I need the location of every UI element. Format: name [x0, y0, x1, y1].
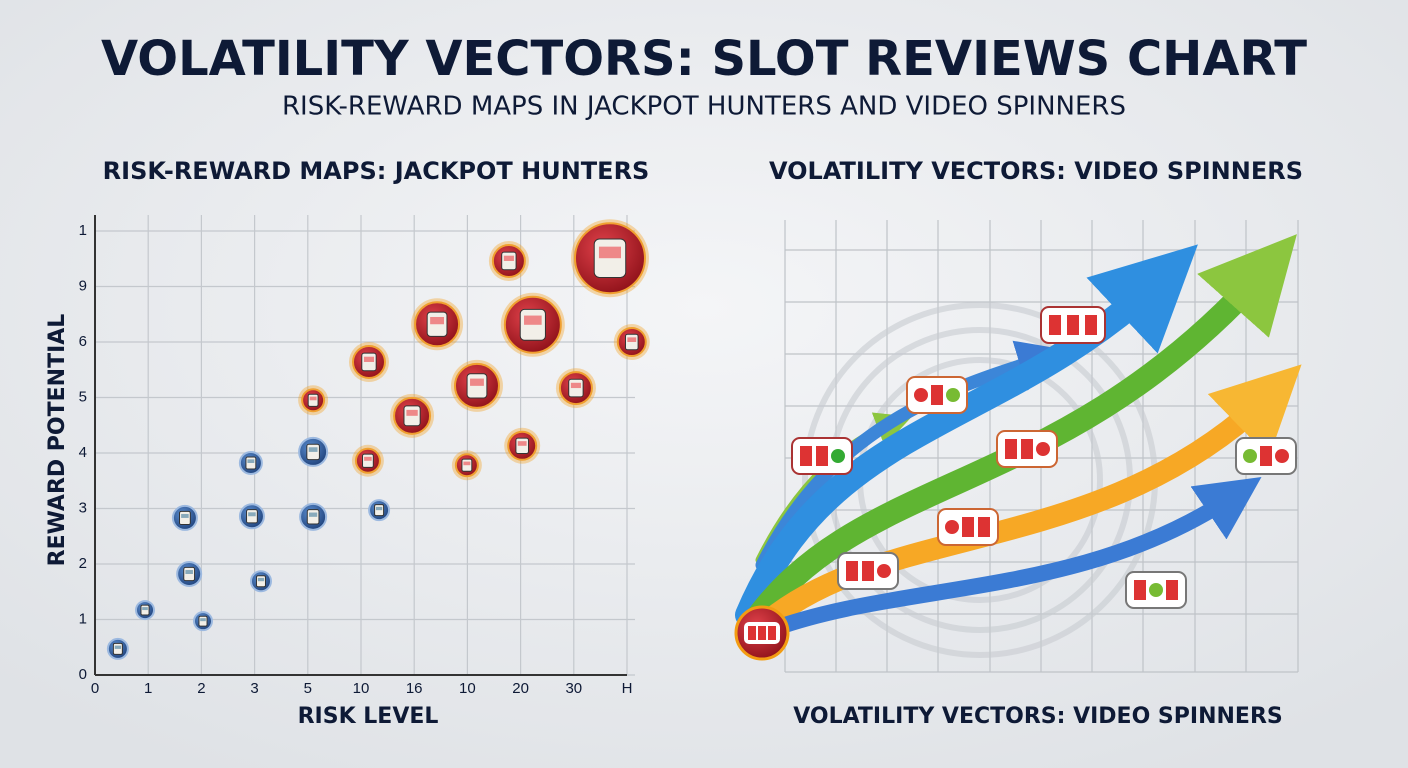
slot-icon-screen: [257, 577, 265, 582]
y-tick-label: 9: [79, 277, 87, 294]
slot-icon-screen: [470, 378, 484, 386]
slot-icon-screen: [308, 447, 318, 452]
scatter-plot: 0 1 2 3 5 10 16 10 20 30 H 0 1 2 3 4 5 6 9 1: [79, 215, 650, 697]
x-tick-label: 10: [353, 680, 370, 697]
slot-icon-screen: [463, 461, 471, 466]
chart-title: RISK-REWARD MAPS: JACKPOT HUNTERS: [103, 157, 650, 185]
slot-icon-screen: [181, 513, 189, 518]
slot-icon: [461, 458, 473, 472]
slot-icon-screen: [375, 506, 383, 511]
x-tick-label: 2: [197, 680, 205, 697]
y-tick-label: 1: [79, 610, 87, 627]
x-tick-label: 3: [250, 680, 258, 697]
x-tick-label: H: [622, 680, 633, 697]
slot-icon-screen: [364, 456, 372, 461]
slot-icon: [362, 453, 374, 468]
slot-icon-screen: [309, 512, 318, 517]
y-tick-label: 0: [79, 666, 87, 683]
slot-icon: [307, 393, 319, 407]
slot-icon-screen: [309, 396, 317, 401]
x-tick-label: 30: [565, 680, 582, 697]
slot-icon-screen: [406, 409, 418, 416]
slot-icon: [198, 615, 208, 627]
slot-icon-screen: [430, 316, 445, 325]
page-title: VOLATILITY VECTORS: SLOT REVIEWS CHART: [101, 31, 1307, 87]
slot-icon-screen: [517, 441, 527, 446]
slot-icon-screen: [524, 315, 542, 325]
slot-icon-screen: [598, 246, 622, 259]
x-tick-label: 1: [144, 680, 152, 697]
slot-icon-screen: [247, 459, 255, 463]
slot-icon-screen: [363, 356, 375, 362]
y-tick-label: 5: [79, 388, 87, 405]
chart-title: VOLATILITY VECTORS: VIDEO SPINNERS: [769, 157, 1303, 185]
slot-icon-screen: [200, 618, 206, 622]
page-subtitle: RISK-REWARD MAPS IN JACKPOT HUNTERS AND …: [282, 92, 1126, 122]
y-axis-label: REWARD POTENTIAL: [45, 314, 70, 567]
slot-icon-screen: [142, 607, 148, 611]
vector-plot: [734, 220, 1302, 673]
slot-icon-screen: [570, 382, 581, 389]
slot-icon: [374, 504, 385, 517]
y-tick-label: 2: [79, 555, 87, 572]
reel-icons: [734, 306, 1297, 661]
slot-icon-screen: [503, 255, 514, 261]
slot-icon-screen: [185, 570, 193, 574]
slot-icon: [140, 604, 150, 616]
x-tick-label: 16: [406, 680, 423, 697]
y-tick-label: 3: [79, 499, 87, 516]
slot-icon: [306, 443, 320, 461]
x-axis-label: RISK LEVEL: [298, 704, 439, 729]
x-tick-label: 5: [304, 680, 312, 697]
slot-icon-screen: [627, 337, 637, 342]
x-axis-label: VOLATILITY VECTORS: VIDEO SPINNERS: [793, 704, 1282, 729]
y-tick-label: 4: [79, 444, 87, 461]
y-tick-label: 1: [79, 222, 87, 239]
x-tick-label: 0: [91, 680, 99, 697]
slot-icon-screen: [114, 645, 122, 649]
x-tick-label: 10: [459, 680, 476, 697]
slot-icon-screen: [248, 512, 256, 517]
x-tick-label: 20: [512, 680, 529, 697]
y-tick-label: 6: [79, 333, 87, 350]
